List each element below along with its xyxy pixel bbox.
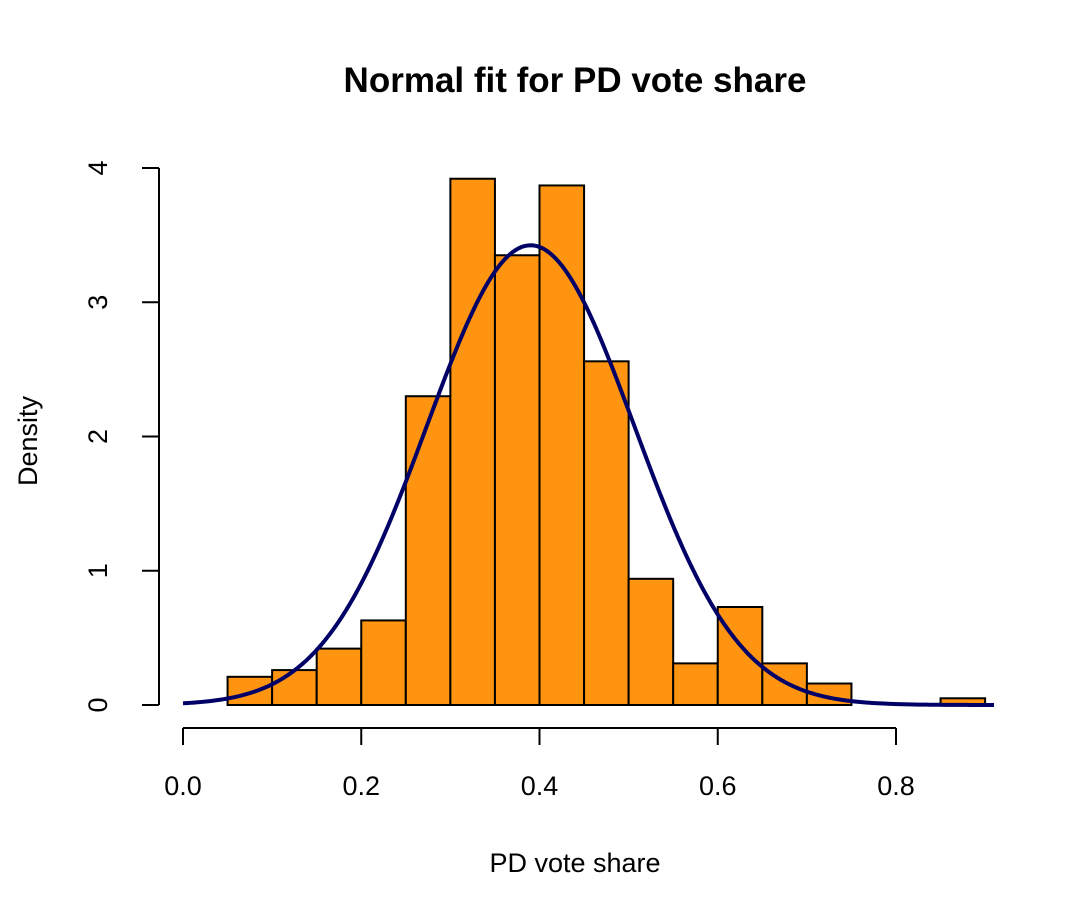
histogram-bar bbox=[583, 360, 630, 706]
histogram-bar bbox=[315, 647, 363, 706]
y-tick-label: 1 bbox=[83, 563, 113, 578]
y-tick-label: 2 bbox=[83, 429, 113, 444]
histogram-bar bbox=[360, 619, 407, 706]
histogram-bar bbox=[493, 254, 541, 706]
histogram-bar bbox=[271, 669, 318, 706]
x-tick-label: 0.2 bbox=[342, 771, 380, 801]
normal-fit-curve bbox=[182, 243, 995, 707]
y-axis: 0 1 2 3 4 bbox=[83, 160, 160, 713]
y-tick-label: 3 bbox=[83, 295, 113, 310]
x-tick-label: 0.4 bbox=[521, 771, 559, 801]
x-axis: 0.0 0.2 0.4 0.6 0.8 bbox=[164, 727, 915, 801]
x-tick-label: 0.0 bbox=[164, 771, 202, 801]
y-tick-label: 4 bbox=[83, 160, 113, 175]
histogram-bars bbox=[226, 177, 987, 707]
y-axis-label: Density bbox=[13, 395, 43, 486]
y-tick-label: 0 bbox=[83, 697, 113, 712]
histogram-bar bbox=[404, 395, 452, 706]
x-tick-label: 0.8 bbox=[877, 771, 915, 801]
x-tick-label: 0.6 bbox=[699, 771, 737, 801]
histogram-bar bbox=[627, 577, 675, 706]
histogram-bar bbox=[449, 177, 496, 707]
chart-title: Normal fit for PD vote share bbox=[344, 61, 807, 100]
histogram-bar bbox=[538, 184, 586, 706]
histogram-bar bbox=[226, 675, 274, 706]
histogram-bar bbox=[672, 662, 719, 707]
x-axis-label: PD vote share bbox=[489, 848, 660, 878]
